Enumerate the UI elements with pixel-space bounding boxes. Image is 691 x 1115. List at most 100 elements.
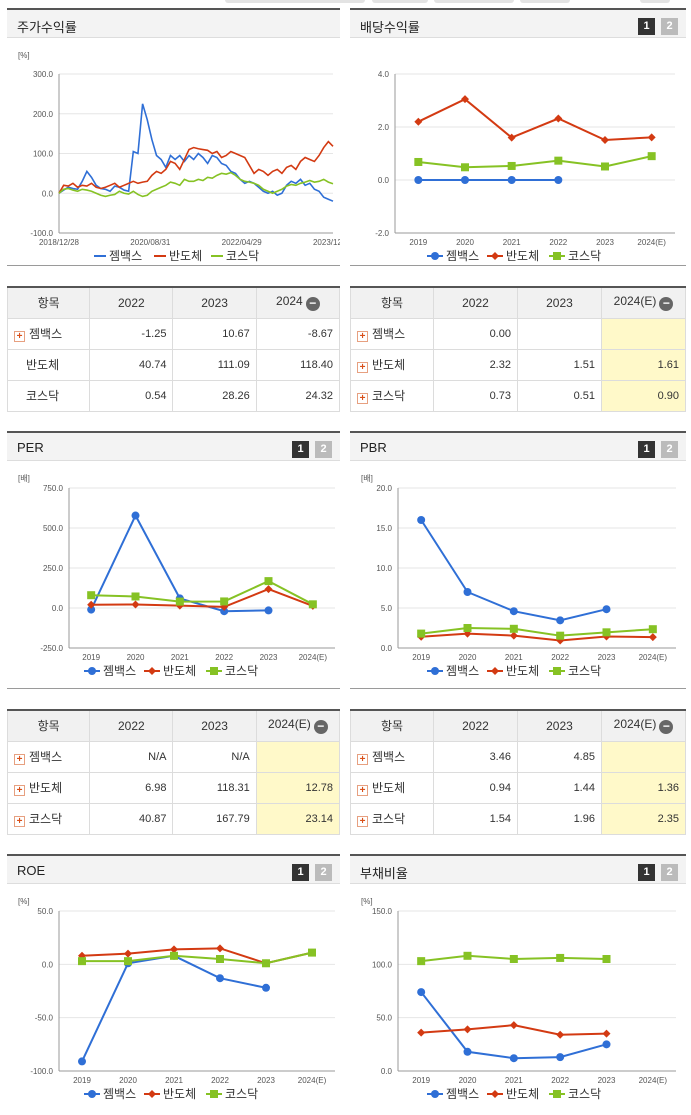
value-cell: 6.98 <box>89 771 174 804</box>
table-row: + 젬백스 -1.25 10.67 -8.67 <box>6 317 341 350</box>
collapse-icon[interactable]: − <box>305 297 320 312</box>
value-cell: 1.36 <box>600 771 687 804</box>
row-name-cell[interactable]: + 코스닥 <box>350 802 434 835</box>
value-cell: 1.54 <box>432 802 518 835</box>
row-label: 코스닥 <box>29 812 63 826</box>
x-tick-label: 2023/12/28 <box>313 238 340 247</box>
y-tick-label: 150.0 <box>372 907 393 916</box>
tab-2-button[interactable]: 2 <box>315 864 332 881</box>
x-tick-label: 2021 <box>503 238 521 247</box>
row-name-cell[interactable]: + 젬백스 <box>6 740 91 773</box>
data-point <box>647 152 656 161</box>
data-point <box>87 605 96 614</box>
tab-1-button[interactable]: 1 <box>638 18 655 35</box>
column-header-label: 항목 <box>380 296 404 311</box>
data-point <box>417 957 426 966</box>
x-tick-label: 2020 <box>119 1076 137 1085</box>
row-name-cell[interactable]: + 젬백스 <box>350 317 434 350</box>
row-name-cell[interactable]: + 반도체 <box>6 771 91 804</box>
x-tick-label: 2022 <box>551 653 569 662</box>
expand-icon[interactable]: + <box>14 785 25 796</box>
data-point <box>431 252 439 260</box>
legend-label: 코스닥 <box>225 1087 258 1101</box>
column-header: 항목 <box>350 286 434 319</box>
tab-1-button[interactable]: 1 <box>638 441 655 458</box>
column-header: 2022 <box>432 286 518 319</box>
data-point <box>131 592 140 601</box>
table-header-row: 항목 2022 2023 2024(E) − <box>350 709 687 742</box>
tab-1-button[interactable]: 1 <box>292 864 309 881</box>
expand-icon[interactable]: + <box>357 754 368 765</box>
collapse-icon[interactable]: − <box>313 720 328 735</box>
row-name-cell[interactable]: + 코스닥 <box>6 802 91 835</box>
data-point <box>556 1030 565 1039</box>
tab-2-button[interactable]: 2 <box>661 18 678 35</box>
row-name-cell[interactable]: + 반도체 <box>350 771 434 804</box>
collapse-icon[interactable]: − <box>659 720 674 735</box>
value-cell: 1.44 <box>516 771 602 804</box>
data-point <box>463 588 472 596</box>
expand-icon[interactable]: + <box>357 362 368 373</box>
tab-1-button[interactable]: 1 <box>638 864 655 881</box>
value-cell: 1.61 <box>600 348 687 381</box>
data-point <box>554 176 563 184</box>
panel-title: PBR <box>360 440 387 455</box>
y-tick-label: 0.0 <box>42 960 54 969</box>
column-header: 항목 <box>6 286 91 319</box>
expand-icon[interactable]: + <box>14 331 25 342</box>
legend-label: 반도체 <box>169 249 202 263</box>
series-line <box>58 140 334 194</box>
data-point <box>491 252 499 260</box>
expand-icon[interactable]: + <box>357 785 368 796</box>
expand-icon[interactable]: + <box>14 754 25 765</box>
panel-title: 주가수익률 <box>17 20 77 35</box>
data-point <box>556 1053 565 1062</box>
column-header-label: 2024(E) <box>613 294 657 309</box>
value-cell <box>600 740 687 773</box>
data-point <box>216 974 224 983</box>
row-name-cell[interactable]: + 반도체 <box>350 348 434 381</box>
row-label: 코스닥 <box>26 389 60 403</box>
tab-2-button[interactable]: 2 <box>661 864 678 881</box>
value-cell: 24.32 <box>255 379 341 412</box>
legend-label: 코스닥 <box>225 664 258 678</box>
x-tick-label: 2019 <box>82 653 100 662</box>
column-header: 2023 <box>172 286 257 319</box>
data-point <box>124 957 132 966</box>
series-line <box>58 103 334 202</box>
value-cell <box>600 317 687 350</box>
data-point <box>556 616 565 625</box>
table-row: + 젬백스 3.46 4.85 <box>350 740 687 773</box>
row-name-cell[interactable]: + 젬백스 <box>350 740 434 773</box>
legend-label: 젬백스 <box>446 249 479 263</box>
row-label: 젬백스 <box>29 327 63 341</box>
value-cell: 4.85 <box>516 740 602 773</box>
expand-icon[interactable]: + <box>357 393 368 404</box>
table-row: + 젬백스 0.00 <box>350 317 687 350</box>
expand-icon[interactable]: + <box>14 816 25 827</box>
y-tick-label: 50.0 <box>376 1014 392 1023</box>
panel-title: ROE <box>17 863 46 878</box>
tab-2-button[interactable]: 2 <box>661 441 678 458</box>
expand-icon[interactable]: + <box>357 331 368 342</box>
row-name-cell[interactable]: + 젬백스 <box>6 317 91 350</box>
unit-label: [%] <box>361 897 373 906</box>
collapse-icon[interactable]: − <box>659 297 674 312</box>
data-point <box>210 1090 218 1098</box>
row-name-cell[interactable]: + 코스닥 <box>350 379 434 412</box>
tab-1-button[interactable]: 1 <box>292 441 309 458</box>
data-point <box>88 667 96 675</box>
y-tick-label: 750.0 <box>43 484 64 493</box>
tab-2-button[interactable]: 2 <box>315 441 332 458</box>
data-point <box>131 511 140 520</box>
expand-icon[interactable]: + <box>357 816 368 827</box>
series-line <box>91 580 314 606</box>
y-tick-label: 100.0 <box>33 150 54 159</box>
x-tick-label: 2023 <box>596 238 614 247</box>
row-label: 반도체 <box>372 781 406 795</box>
row-label: 반도체 <box>26 358 60 372</box>
series-line <box>81 954 267 1062</box>
